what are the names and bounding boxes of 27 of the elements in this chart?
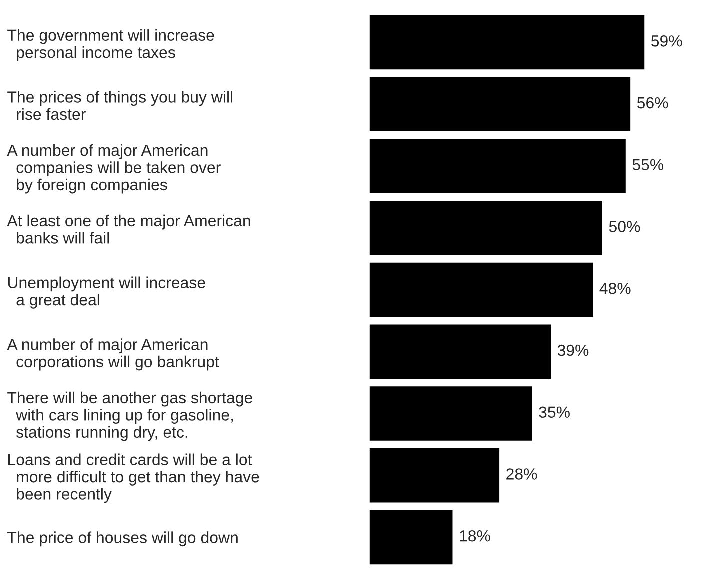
y-tick-label: At least one of the major American banks will fail	[7, 214, 250, 244]
data-label: 50%	[609, 221, 640, 232]
bar	[369, 200, 604, 257]
bar	[369, 447, 501, 504]
y-tick-label: The price of houses will go down	[8, 532, 238, 547]
data-label: 28%	[506, 468, 538, 480]
bar	[369, 14, 646, 72]
y-tick-label: There will be another gas shortage with cars lining up for gasoline, stations running dry, etc.	[8, 392, 252, 442]
data-label: 59%	[652, 36, 682, 47]
y-tick-label: Loans and credit cards will be a lot more difficult to get than they have been recently	[8, 454, 260, 504]
data-label: 48%	[600, 282, 631, 294]
bar	[369, 138, 628, 195]
y-tick-label: Unemployment will increase a great deal	[8, 276, 206, 309]
bar	[369, 76, 632, 133]
data-label: 39%	[558, 344, 589, 356]
y-tick-label: The prices of things you buy will rise faster	[8, 91, 233, 120]
y-tick-label: A number of major American corporations will go bankrupt	[7, 338, 220, 371]
data-label: 56%	[637, 97, 668, 109]
y-tick-label: The government will increase personal income taxes	[8, 29, 214, 62]
bar	[369, 323, 552, 380]
bar	[369, 508, 454, 566]
data-label: 35%	[539, 406, 570, 418]
bar	[369, 385, 534, 442]
data-label: 55%	[632, 159, 664, 171]
y-tick-label: A number of major American companies will be taken over by foreign companies	[7, 144, 221, 194]
data-label: 18%	[460, 530, 490, 542]
bar	[369, 261, 595, 319]
